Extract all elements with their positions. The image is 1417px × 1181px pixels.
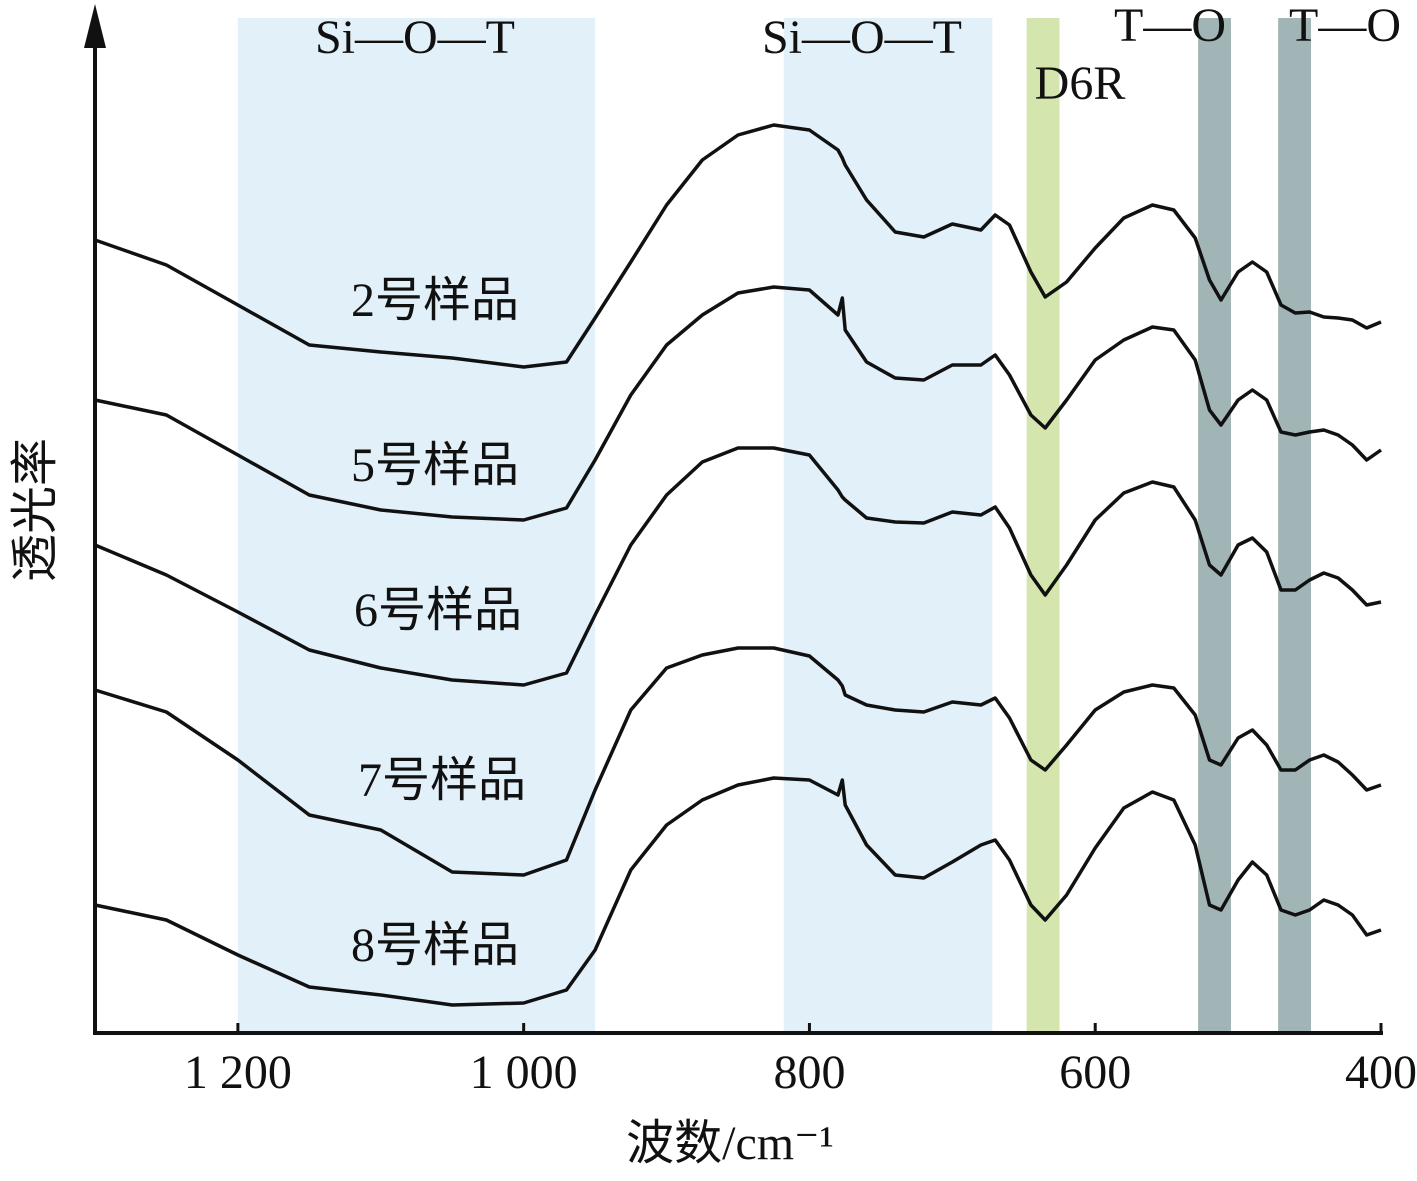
- series-label: 6号样品: [354, 584, 522, 637]
- band: [1026, 18, 1060, 1033]
- x-tick-label: 1 000: [470, 1046, 578, 1099]
- x-tick-label: 600: [1059, 1046, 1131, 1099]
- spectrum: [94, 446, 1382, 687]
- spectrum: [94, 123, 1382, 369]
- series-label: 5号样品: [351, 439, 519, 492]
- x-tick-label: 800: [773, 1046, 845, 1099]
- curves: [94, 123, 1383, 1007]
- series-label: 8号样品: [351, 919, 519, 972]
- band-label: T—O: [1289, 0, 1401, 52]
- series-label: 7号样品: [358, 754, 526, 807]
- band-label: Si—O—T: [762, 11, 962, 64]
- band: [1278, 18, 1311, 1033]
- x-tick-label: 1 200: [184, 1046, 292, 1099]
- band: [237, 18, 596, 1033]
- x-axis-label: 波数/cm⁻¹: [626, 1117, 834, 1170]
- y-axis-label: 透光率: [9, 438, 62, 582]
- band: [1198, 18, 1231, 1033]
- band: [783, 18, 993, 1033]
- bands: [237, 18, 1311, 1033]
- y-axis-arrow: [84, 4, 106, 48]
- band-label: D6R: [1035, 57, 1126, 110]
- spectrum: [94, 776, 1382, 1007]
- spectrum: [94, 646, 1382, 877]
- band-label: Si—O—T: [315, 11, 515, 64]
- series-label: 2号样品: [351, 274, 519, 327]
- x-tick-label: 400: [1345, 1046, 1417, 1099]
- band-label: T—O: [1114, 0, 1226, 52]
- spectrum: [94, 285, 1383, 522]
